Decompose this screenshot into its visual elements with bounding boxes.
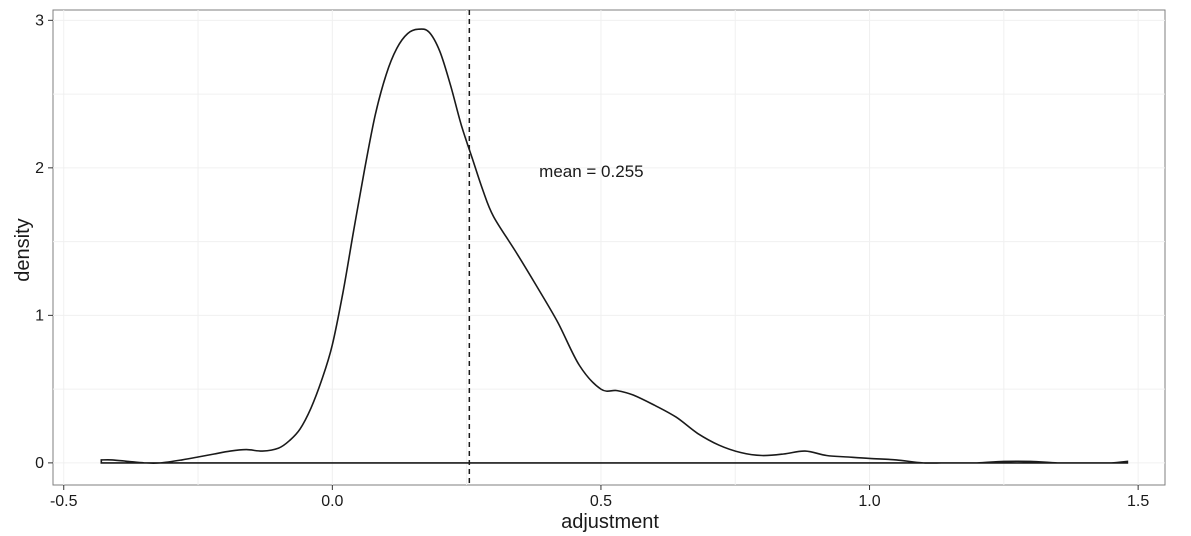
x-tick-label: 0.5 bbox=[590, 493, 612, 510]
x-tick-label: 1.0 bbox=[858, 493, 880, 510]
plot-panel bbox=[52, 9, 1166, 486]
x-axis-title: adjustment bbox=[561, 511, 659, 533]
x-axis: -0.5 0.0 0.5 1.0 1.5 bbox=[50, 485, 1149, 510]
y-tick-label: 2 bbox=[35, 160, 44, 177]
x-tick-label: 0.0 bbox=[321, 493, 343, 510]
y-axis-title: density bbox=[12, 218, 34, 281]
y-axis: 0 1 2 3 bbox=[35, 12, 53, 472]
y-tick-label: 3 bbox=[35, 12, 44, 29]
density-curve bbox=[100, 28, 1129, 464]
x-tick-label: -0.5 bbox=[50, 493, 78, 510]
y-tick-label: 1 bbox=[35, 307, 44, 324]
mean-annotation: mean = 0.255 bbox=[539, 162, 643, 181]
y-tick-label: 0 bbox=[35, 455, 44, 472]
x-tick-label: 1.5 bbox=[1127, 493, 1149, 510]
